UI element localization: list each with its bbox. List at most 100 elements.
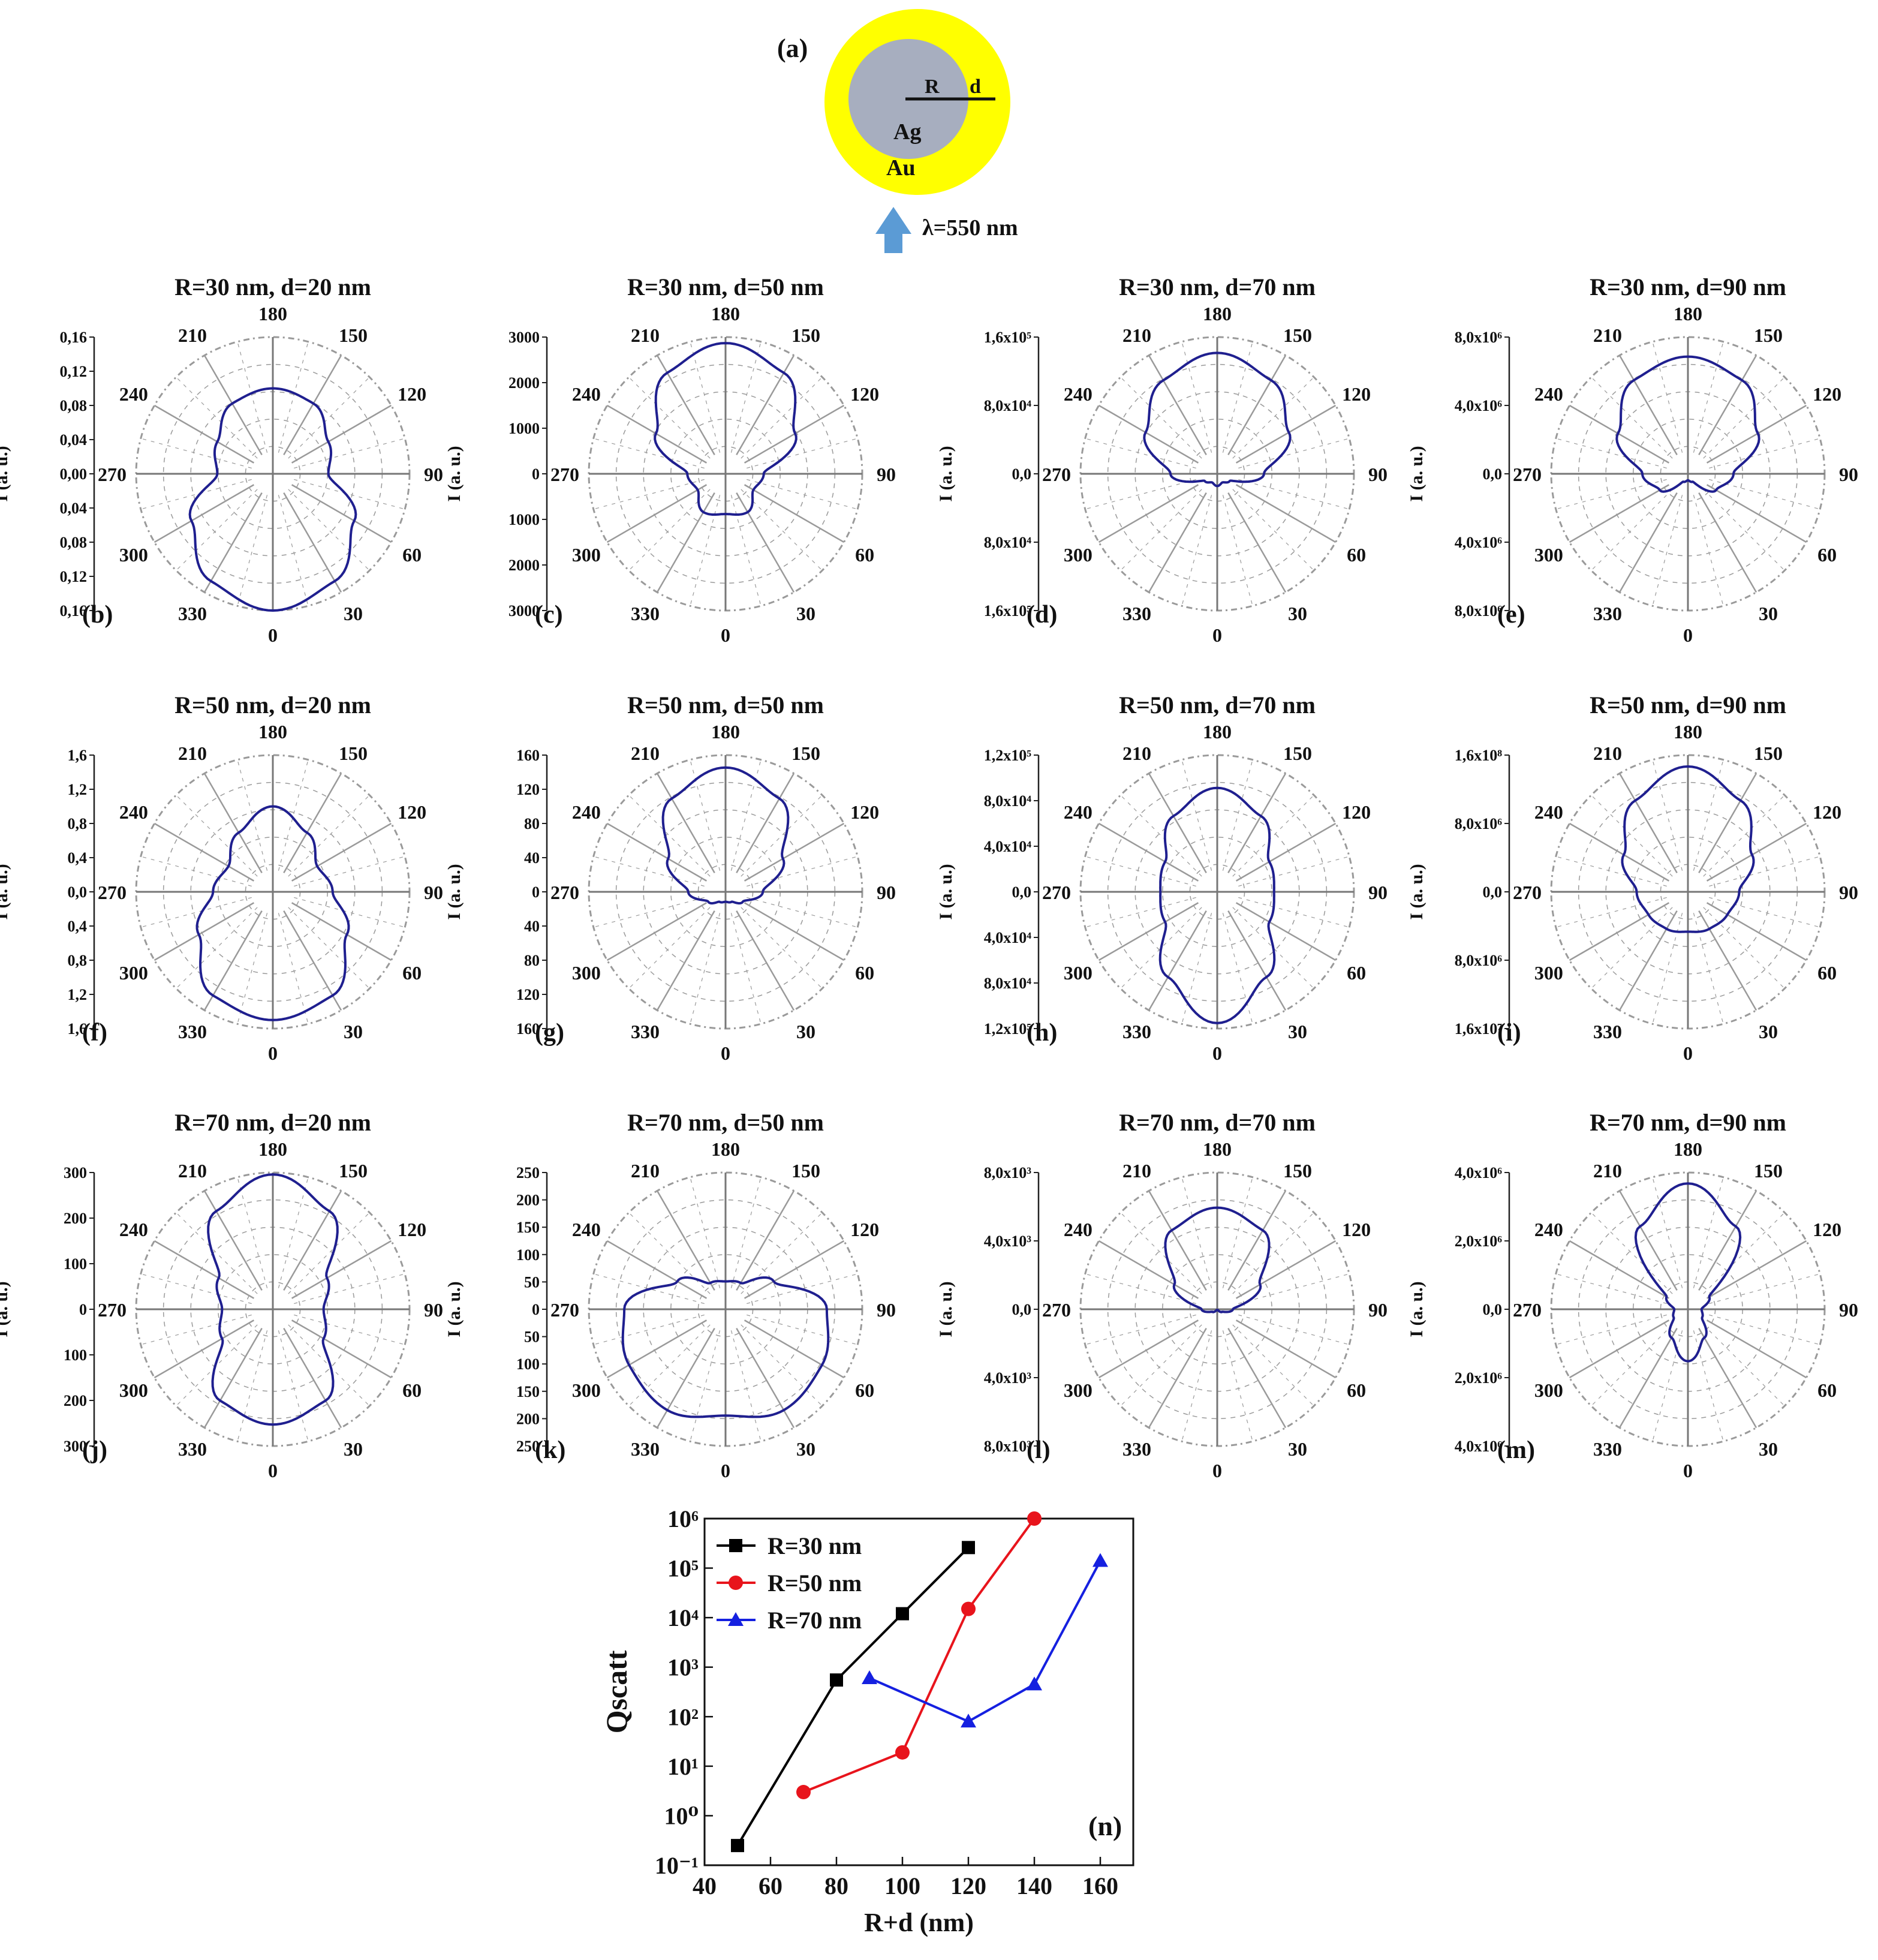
grid-spoke: [1238, 1273, 1350, 1304]
radial-tick-label: 0,00: [60, 465, 88, 483]
grid-spoke: [237, 495, 268, 606]
angle-tick-label: 180: [711, 1138, 740, 1160]
angle-tick-label: 120: [398, 801, 426, 823]
grid-spoke: [1238, 1314, 1350, 1345]
polar-chart-b: R=30 nm, d=20 nm 0 30 60 90 120 150 180 210 240 27…: [0, 273, 443, 646]
grid-spoke: [294, 856, 405, 887]
grid-spoke: [1181, 759, 1212, 871]
data-point: [895, 1745, 910, 1760]
grid-spoke: [628, 377, 711, 459]
angle-tick-label: 120: [850, 383, 879, 405]
grid-spoke: [1703, 907, 1785, 989]
y-tick-label: 10⁰: [664, 1802, 699, 1829]
grid-spoke: [744, 1319, 845, 1379]
grid-spoke: [741, 795, 823, 877]
angle-tick-label: 300: [119, 1379, 148, 1401]
grid-spoke: [1709, 438, 1820, 469]
grid-spoke: [1085, 1273, 1196, 1304]
angle-tick-label: 210: [178, 1160, 207, 1182]
series-1: [796, 1511, 1042, 1800]
chart-title: R=50 nm, d=20 nm: [174, 692, 371, 719]
grid-spoke: [294, 1273, 405, 1304]
angle-tick-label: 240: [572, 383, 601, 405]
radial-tick-label: 0,08: [60, 534, 88, 551]
grid-spoke: [1085, 438, 1196, 469]
radial-tick-label: 8,0x10⁶: [1455, 952, 1503, 969]
angle-tick-label: 300: [1064, 962, 1093, 984]
angle-tick-label: 270: [550, 1299, 579, 1321]
angle-tick-label: 150: [339, 324, 368, 346]
grid-spoke: [1591, 377, 1673, 459]
grid-spoke: [1181, 1330, 1212, 1442]
grid-spoke: [747, 1314, 858, 1345]
radial-axis-label: I (a. u.): [1407, 446, 1426, 501]
radial-tick-label: 4,0x10⁴: [984, 838, 1032, 855]
angle-tick-label: 60: [855, 1379, 874, 1401]
radial-tick-label: 80: [524, 952, 540, 969]
radial-tick-label: 50: [524, 1328, 540, 1346]
grid-spoke: [1698, 354, 1757, 456]
angle-tick-label: 60: [402, 962, 422, 984]
angle-tick-label: 150: [1754, 742, 1783, 764]
angle-tick-label: 30: [1288, 603, 1307, 624]
radial-tick-label: 8,0x10⁶: [1455, 602, 1503, 620]
r-label: R: [925, 76, 940, 98]
y-tick-label: 10⁴: [667, 1604, 699, 1631]
radial-tick-label: 100: [64, 1346, 87, 1364]
radial-tick-label: 2000: [508, 557, 540, 574]
polar-chart-m: R=70 nm, d=90 nm 0 30 60 90 120 150 180 210 240 27…: [1407, 1109, 1858, 1481]
grid-spoke: [690, 1330, 721, 1442]
grid-spoke: [154, 404, 255, 464]
y-tick-label: 10²: [667, 1703, 699, 1730]
angle-tick-label: 210: [178, 742, 207, 764]
radial-tick-label: 0,8: [68, 815, 88, 832]
grid-spoke: [291, 902, 392, 961]
grid-spoke: [1232, 795, 1314, 877]
grid-spoke: [1693, 759, 1724, 871]
grid-spoke: [203, 772, 263, 874]
grid-spoke: [1227, 910, 1287, 1011]
grid-spoke: [1235, 1240, 1337, 1299]
angle-tick-label: 180: [1203, 1138, 1232, 1160]
grid-spoke: [154, 822, 255, 882]
grid-spoke: [1235, 484, 1337, 543]
panels: R=30 nm, d=20 nm 0 30 60 90 120 150 180 210 240 27…: [0, 273, 1858, 1937]
grid-spoke: [291, 484, 392, 543]
grid-spoke: [1222, 913, 1253, 1024]
radiation-pattern-curve: [1143, 351, 1292, 488]
angle-tick-label: 240: [1534, 801, 1563, 823]
grid-spoke: [1148, 354, 1207, 456]
grid-spoke: [730, 913, 762, 1024]
angle-tick-label: 240: [119, 801, 148, 823]
grid-spoke: [1120, 1212, 1202, 1294]
angle-tick-label: 330: [1593, 603, 1622, 624]
radial-axis-label: I (a. u.): [0, 864, 11, 919]
grid-spoke: [1618, 354, 1678, 456]
grid-spoke: [741, 907, 823, 989]
grid-spoke: [690, 913, 721, 1024]
grid-spoke: [203, 492, 263, 593]
legend-label: R=70 nm: [768, 1607, 862, 1634]
grid-spoke: [730, 759, 762, 871]
grid-spoke: [283, 1327, 342, 1429]
panel-label: (f): [82, 1019, 107, 1047]
angle-tick-label: 30: [1288, 1438, 1307, 1460]
grid-spoke: [1235, 1319, 1337, 1379]
data-point: [729, 1576, 743, 1590]
incident-arrow-icon: [875, 207, 911, 253]
grid-spoke: [593, 479, 705, 510]
grid-spoke: [1232, 1324, 1314, 1406]
schematic-panel: (a) R d Ag Au λ=550 nm: [777, 9, 1018, 253]
x-axis-label: R+d (nm): [864, 1908, 974, 1937]
grid-spoke: [1232, 907, 1314, 989]
angle-tick-label: 270: [1042, 464, 1071, 485]
radial-tick-label: 120: [516, 781, 540, 798]
data-point: [731, 1839, 744, 1853]
grid-spoke: [1555, 438, 1667, 469]
grid-spoke: [140, 1314, 252, 1345]
grid-spoke: [1698, 910, 1757, 1011]
radial-tick-label: 8,0x10⁶: [1455, 815, 1503, 832]
angle-tick-label: 90: [424, 882, 443, 903]
grid-spoke: [1181, 341, 1212, 453]
angle-tick-label: 300: [572, 1379, 601, 1401]
